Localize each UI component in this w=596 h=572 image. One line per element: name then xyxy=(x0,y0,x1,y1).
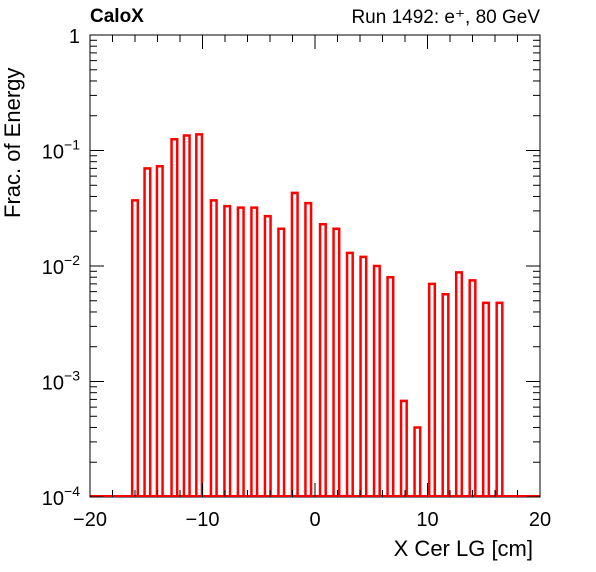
x-tick-label: 20 xyxy=(529,509,551,531)
histogram-bar xyxy=(413,426,422,496)
histogram-bar xyxy=(195,133,204,496)
histogram-bar xyxy=(345,251,354,496)
histogram-bar xyxy=(454,271,464,496)
histogram-bar xyxy=(359,255,368,496)
histogram-bar xyxy=(332,227,341,496)
histogram-bar xyxy=(223,204,232,496)
histogram-bar xyxy=(386,275,395,496)
histogram-bar xyxy=(468,279,477,496)
y-tick-label: 1 xyxy=(69,26,80,48)
histogram-bar xyxy=(399,399,408,496)
histogram-bar xyxy=(263,214,272,496)
y-axis-label: Frac. of Energy xyxy=(0,67,25,218)
histogram-bar xyxy=(441,292,450,496)
histogram-bar xyxy=(250,206,259,496)
y-tick-label: 10−4 xyxy=(42,483,80,510)
histogram-bar xyxy=(318,222,327,496)
x-tick-label: −20 xyxy=(73,509,107,531)
chart-label-right: Run 1492: e⁺, 80 GeV xyxy=(351,7,540,28)
histogram-bar xyxy=(143,167,152,496)
histogram-bar xyxy=(495,301,504,496)
y-tick-label: 10−3 xyxy=(42,368,80,395)
x-tick-label: 10 xyxy=(416,509,438,531)
y-tick-label: 10−2 xyxy=(42,252,80,279)
histogram-bar xyxy=(277,227,286,496)
histogram-bar xyxy=(155,165,164,496)
histogram-bar xyxy=(290,191,299,496)
histogram-bar xyxy=(236,206,245,496)
chart-label-left: CaloX xyxy=(90,6,144,27)
x-tick-label: −10 xyxy=(186,509,220,531)
x-axis-label: X Cer LG [cm] xyxy=(393,536,533,561)
histogram-bar xyxy=(481,301,491,496)
histogram-bar xyxy=(372,264,381,496)
histogram-bar xyxy=(182,134,191,496)
histogram-bar xyxy=(427,282,437,496)
histogram-bar xyxy=(304,201,313,496)
x-tick-label: 0 xyxy=(309,509,320,531)
histogram-bar xyxy=(170,138,179,496)
y-tick-label: 10−1 xyxy=(42,137,80,164)
histogram-bar xyxy=(209,199,218,496)
histogram-bar xyxy=(130,199,140,496)
